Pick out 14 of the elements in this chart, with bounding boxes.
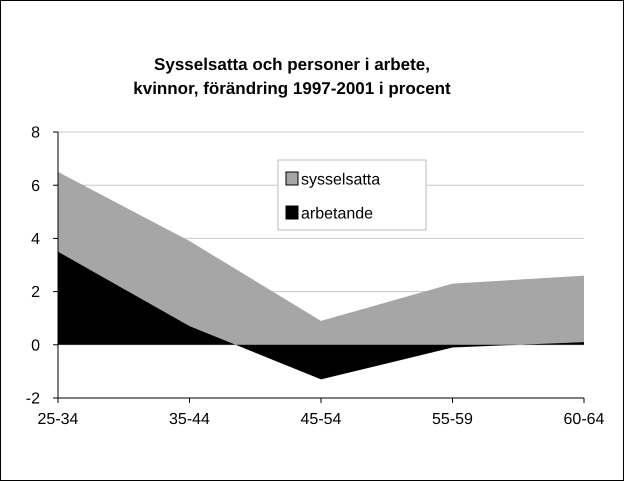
y-tick-label: -2	[26, 390, 40, 408]
x-tick-label: 35-44	[169, 411, 210, 428]
y-tick-label: 6	[31, 178, 40, 195]
y-tick-label: 8	[31, 124, 40, 142]
legend-label: sysselsatta	[301, 172, 380, 189]
x-tick-label: 25-34	[38, 411, 79, 428]
chart-title: Sysselsatta och personer i arbete, kvinnor, förändring 1997-2001 i procent	[133, 55, 452, 98]
x-tick-label: 60-64	[564, 411, 605, 428]
y-tick-label: 2	[31, 284, 40, 302]
legend-label: arbetande	[301, 206, 374, 223]
y-tick-label: 0	[31, 337, 40, 354]
y-tick-label: 4	[31, 231, 40, 248]
x-tick-label: 45-54	[300, 411, 342, 428]
x-tick-label: 55-59	[432, 411, 474, 428]
